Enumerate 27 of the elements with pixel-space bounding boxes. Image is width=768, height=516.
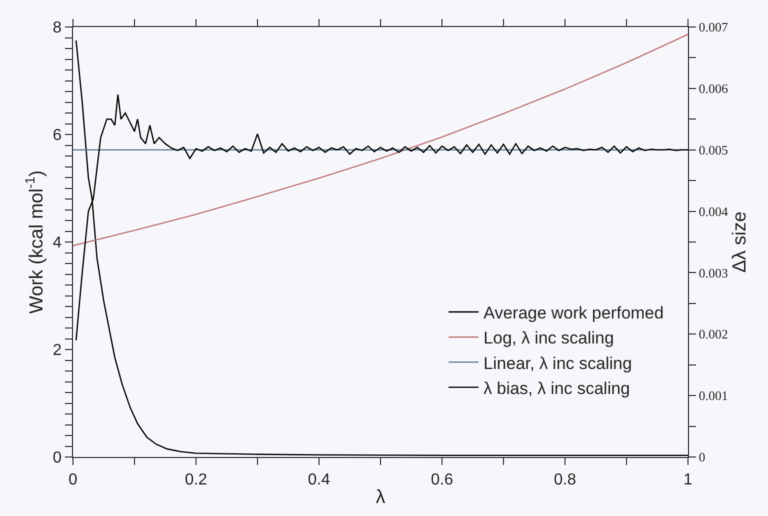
legend-label: Average work perfomed [484,304,664,323]
y-tick-label: 6 [52,127,62,144]
legend-label: λ bias, λ inc scaling [484,378,630,398]
y-tick-label: 8 [52,20,62,37]
y2-tick-label: 0.005 [698,142,728,158]
legend-label: Log, λ inc scaling [484,328,614,348]
x-axis-title: λ [376,487,386,508]
y-tick-label: 0 [52,450,62,467]
y-tick-label: 2 [52,342,62,360]
y2-tick-label: 0.001 [698,388,728,404]
y2-tick-label: 0.004 [698,204,728,219]
y2-tick-label: 0.006 [698,80,728,96]
x-tick-label: 0.6 [430,471,454,488]
line-series [73,34,688,246]
line-series [75,40,688,456]
y-tick-label: 4 [52,234,62,252]
x-tick-label: 0 [68,471,78,488]
x-tick-label: 0.4 [308,471,330,488]
y2-tick-label: 0.002 [698,326,728,342]
y2-tick-label: 0.003 [698,265,728,280]
x-tick-label: 0.8 [554,471,576,488]
legend-label: Linear, λ inc scaling [484,354,632,373]
y2-tick-label: 0.007 [698,20,728,35]
y2-axis-title: Δλ size [729,211,750,273]
x-tick-label: 1 [684,471,693,488]
x-tick-label: 0.2 [184,471,208,488]
y2-tick-label: 0 [698,450,706,465]
